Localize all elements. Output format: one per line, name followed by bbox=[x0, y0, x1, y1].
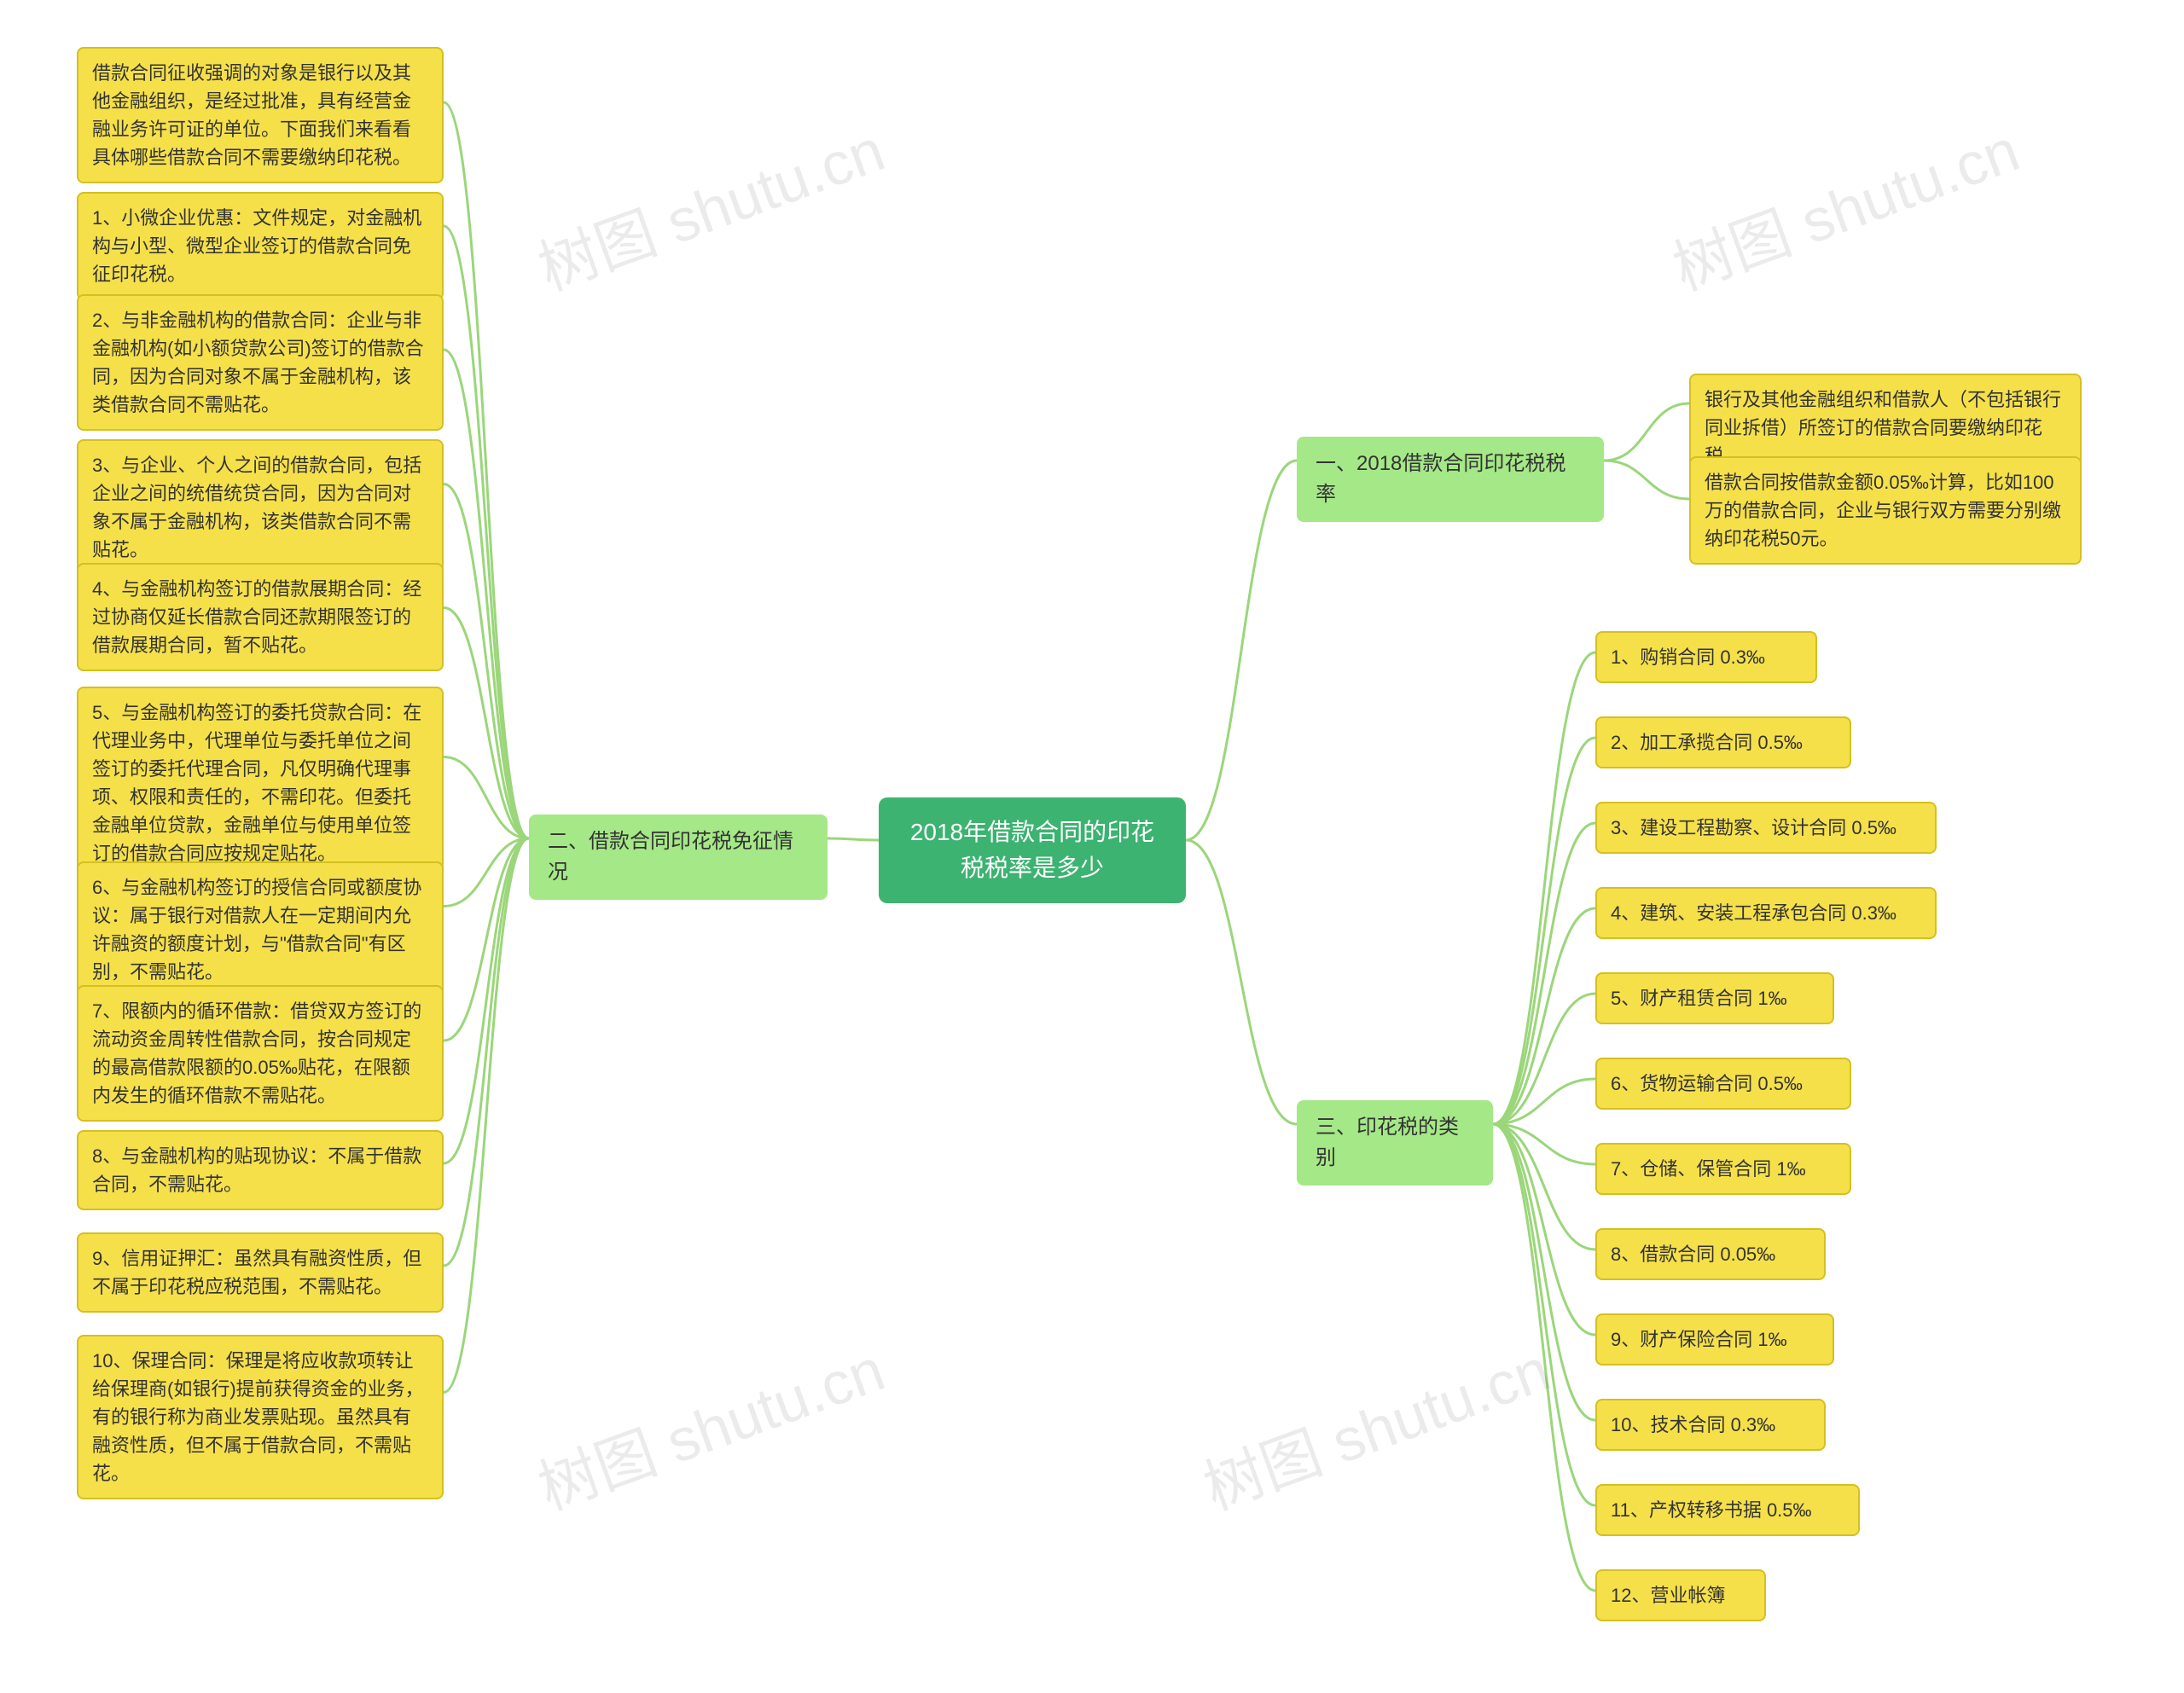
leaf-node: 3、建设工程勘察、设计合同 0.5‰ bbox=[1595, 802, 1937, 854]
leaf-node: 9、信用证押汇：虽然具有融资性质，但不属于印花税应税范围，不需贴花。 bbox=[77, 1232, 444, 1313]
root-node: 2018年借款合同的印花税税率是多少 bbox=[879, 797, 1186, 903]
watermark: 树图 shutu.cn bbox=[1191, 1323, 1560, 1528]
leaf-node: 1、小微企业优惠：文件规定，对金融机构与小型、微型企业签订的借款合同免征印花税。 bbox=[77, 192, 444, 300]
leaf-node: 4、与金融机构签订的借款展期合同：经过协商仅延长借款合同还款期限签订的借款展期合… bbox=[77, 563, 444, 671]
leaf-node: 10、技术合同 0.3‰ bbox=[1595, 1399, 1826, 1451]
leaf-node: 11、产权转移书据 0.5‰ bbox=[1595, 1484, 1860, 1536]
branch-node: 三、印花税的类别 bbox=[1297, 1100, 1493, 1186]
leaf-node: 7、仓储、保管合同 1‰ bbox=[1595, 1143, 1851, 1195]
leaf-node: 1、购销合同 0.3‰ bbox=[1595, 631, 1817, 683]
leaf-node: 2、加工承揽合同 0.5‰ bbox=[1595, 716, 1851, 768]
branch-node: 一、2018借款合同印花税税率 bbox=[1297, 437, 1604, 522]
leaf-node: 10、保理合同：保理是将应收款项转让给保理商(如银行)提前获得资金的业务，有的银… bbox=[77, 1335, 444, 1499]
leaf-node: 9、财产保险合同 1‰ bbox=[1595, 1313, 1834, 1365]
leaf-node: 4、建筑、安装工程承包合同 0.3‰ bbox=[1595, 887, 1937, 939]
leaf-node: 3、与企业、个人之间的借款合同，包括企业之间的统借统贷合同，因为合同对象不属于金… bbox=[77, 439, 444, 576]
branch-node: 二、借款合同印花税免征情况 bbox=[529, 815, 828, 900]
leaf-node: 12、营业帐簿 bbox=[1595, 1569, 1766, 1621]
watermark: 树图 shutu.cn bbox=[526, 103, 895, 308]
watermark: 树图 shutu.cn bbox=[526, 1323, 895, 1528]
leaf-node: 8、借款合同 0.05‰ bbox=[1595, 1228, 1826, 1280]
watermark: 树图 shutu.cn bbox=[1660, 103, 2030, 308]
leaf-node: 5、与金融机构签订的委托贷款合同：在代理业务中，代理单位与委托单位之间签订的委托… bbox=[77, 687, 444, 879]
leaf-node: 6、与金融机构签订的授信合同或额度协议：属于银行对借款人在一定期间内允许融资的额… bbox=[77, 861, 444, 998]
leaf-node: 8、与金融机构的贴现协议：不属于借款合同，不需贴花。 bbox=[77, 1130, 444, 1210]
leaf-node: 5、财产租赁合同 1‰ bbox=[1595, 972, 1834, 1024]
leaf-node: 借款合同按借款金额0.05‰计算，比如100万的借款合同，企业与银行双方需要分别… bbox=[1689, 456, 2082, 565]
leaf-node: 7、限额内的循环借款：借贷双方签订的流动资金周转性借款合同，按合同规定的最高借款… bbox=[77, 985, 444, 1122]
leaf-node: 2、与非金融机构的借款合同：企业与非金融机构(如小额贷款公司)签订的借款合同，因… bbox=[77, 294, 444, 431]
leaf-node: 6、货物运输合同 0.5‰ bbox=[1595, 1058, 1851, 1110]
leaf-node: 借款合同征收强调的对象是银行以及其他金融组织，是经过批准，具有经营金融业务许可证… bbox=[77, 47, 444, 183]
